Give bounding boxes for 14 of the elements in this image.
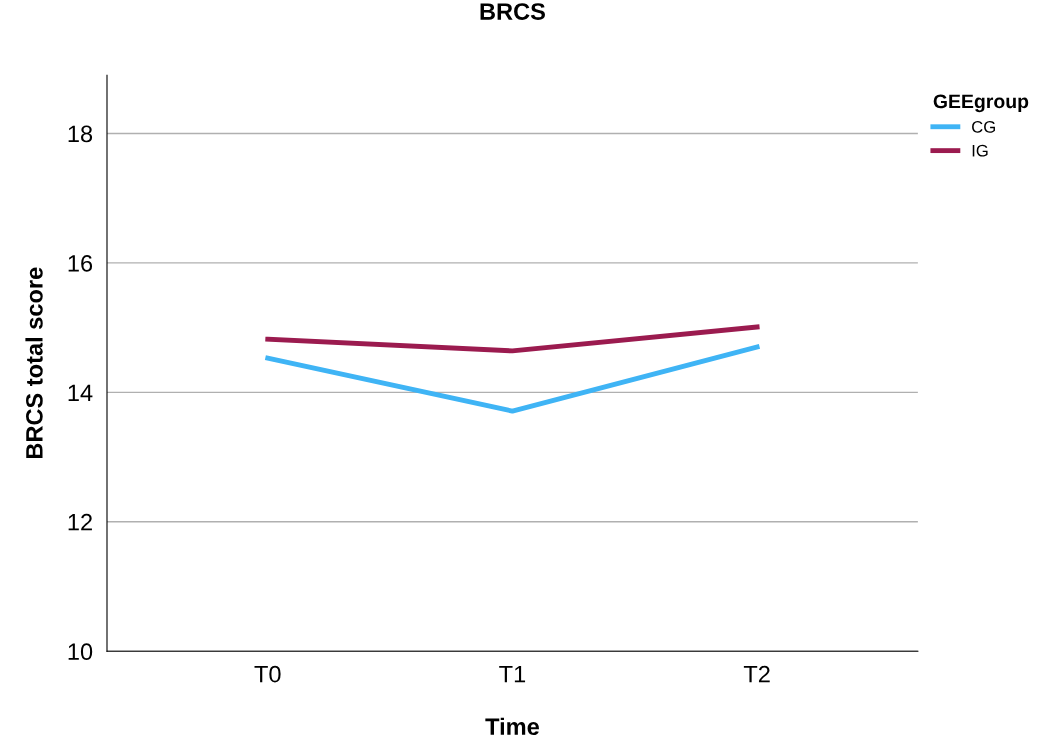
y-tick-label: 18	[68, 125, 93, 143]
x-tick-label: T1	[499, 665, 526, 683]
legend-label: IG	[972, 144, 988, 157]
legend-label: CG	[972, 120, 995, 133]
legend-title: GEEgroup	[933, 94, 1029, 113]
x-tick-label: T0	[254, 665, 281, 683]
y-tick-label: 12	[68, 513, 92, 531]
y-tick-label: 14	[68, 384, 93, 401]
x-axis-title: Time	[485, 717, 539, 736]
y-tick-label: 16	[68, 254, 93, 272]
x-tick-label: T2	[743, 665, 770, 683]
chart-title: BRCS	[480, 3, 545, 20]
y-tick-label: 10	[68, 643, 93, 661]
y-axis-title: BRCS total score	[25, 267, 43, 459]
